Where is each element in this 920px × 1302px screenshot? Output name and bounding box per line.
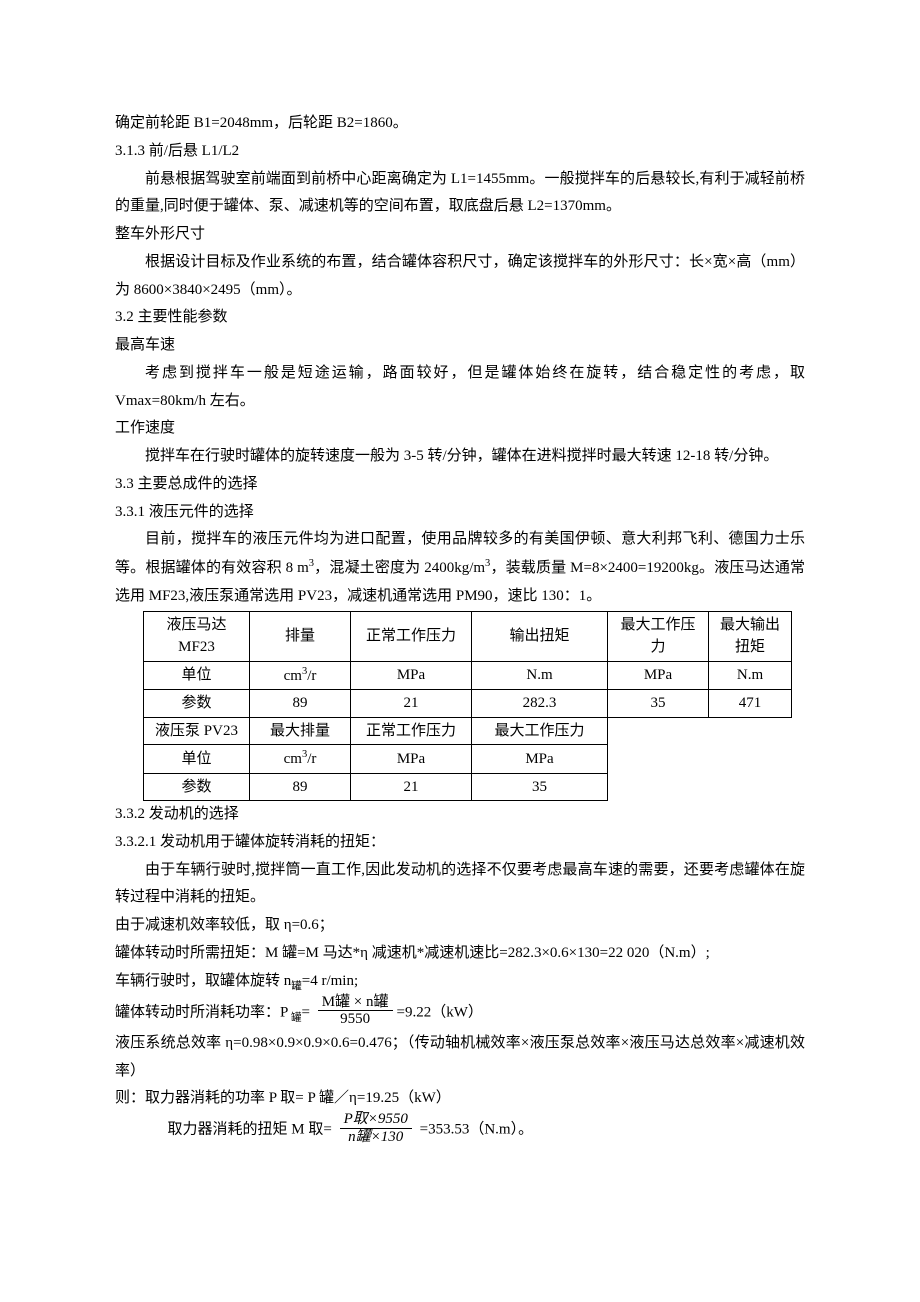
paragraph: 则：取力器消耗的功率 P 取= P 罐／η=19.25（kW）: [115, 1085, 805, 1113]
subheading-workspeed: 工作速度: [115, 415, 805, 443]
paragraph: 搅拌车在行驶时罐体的旋转速度一般为 3-5 转/分钟，罐体在进料搅拌时最大转速 …: [115, 443, 805, 471]
table-cell: 最大输出扭矩: [709, 611, 792, 661]
text: =353.53（N.m）。: [416, 1122, 533, 1138]
table-cell: 21: [351, 773, 472, 801]
table-cell: 最大排量: [250, 718, 351, 745]
table-cell: MPa: [351, 661, 472, 690]
fraction-numerator: M罐 × n罐: [318, 994, 393, 1012]
heading-32: 3.2 主要性能参数: [115, 304, 805, 332]
paragraph: 考虑到搅拌车一般是短途运输，路面较好，但是罐体始终在旋转，结合稳定性的考虑，取V…: [115, 360, 805, 416]
table-row: 液压泵 PV23 最大排量 正常工作压力 最大工作压力: [144, 718, 608, 745]
hydraulic-motor-table: 液压马达MF23 排量 正常工作压力 输出扭矩 最大工作压力 最大输出扭矩 单位…: [143, 611, 792, 718]
table-cell: 89: [250, 690, 351, 718]
paragraph: 罐体转动时所需扭矩：M 罐=M 马达*η 减速机*减速机速比=282.3×0.6…: [115, 940, 805, 968]
table-row: 参数 89 21 282.3 35 471: [144, 690, 792, 718]
text: =9.22（kW）: [397, 1004, 483, 1020]
table-cell: 21: [351, 690, 472, 718]
heading-33: 3.3 主要总成件的选择: [115, 471, 805, 499]
paragraph: 确定前轮距 B1=2048mm，后轮距 B2=1860。: [115, 110, 805, 138]
table-cell: 参数: [144, 690, 250, 718]
table-cell: 471: [709, 690, 792, 718]
paragraph: 由于减速机效率较低，取 η=0.6；: [115, 912, 805, 940]
table-cell: 液压泵 PV23: [144, 718, 250, 745]
table-cell: MPa: [351, 745, 472, 774]
text: =: [301, 1004, 309, 1020]
table-cell: N.m: [709, 661, 792, 690]
table-cell: 输出扭矩: [472, 611, 608, 661]
table-cell: 正常工作压力: [351, 611, 472, 661]
table-cell: 35: [472, 773, 608, 801]
table-row: 单位 cm3/r MPa MPa: [144, 745, 608, 774]
table-row: 液压马达MF23 排量 正常工作压力 输出扭矩 最大工作压力 最大输出扭矩: [144, 611, 792, 661]
paragraph: 液压系统总效率 η=0.98×0.9×0.9×0.6=0.476；（传动轴机械效…: [115, 1030, 805, 1086]
table-cell: 单位: [144, 745, 250, 774]
heading-313: 3.1.3 前/后悬 L1/L2: [115, 138, 805, 166]
table-cell: 液压马达MF23: [144, 611, 250, 661]
table-cell: MPa: [608, 661, 709, 690]
table-cell: cm3/r: [250, 745, 351, 774]
table-cell: 单位: [144, 661, 250, 690]
fraction-denominator: 9550: [318, 1011, 393, 1028]
heading-331: 3.3.1 液压元件的选择: [115, 499, 805, 527]
document-page: 确定前轮距 B1=2048mm，后轮距 B2=1860。 3.1.3 前/后悬 …: [0, 0, 920, 1207]
table-cell: 最大工作压力: [608, 611, 709, 661]
fraction-denominator: n罐×130: [340, 1129, 412, 1146]
subheading-maxspeed: 最高车速: [115, 332, 805, 360]
table-row: 单位 cm3/r MPa N.m MPa N.m: [144, 661, 792, 690]
paragraph: 罐体转动时所消耗功率：P 罐= M罐 × n罐 9550 =9.22（kW）: [115, 996, 805, 1030]
paragraph: 车辆行驶时，取罐体旋转 n罐=4 r/min;: [115, 968, 805, 996]
table-cell: 参数: [144, 773, 250, 801]
table-row: 参数 89 21 35: [144, 773, 608, 801]
table-cell: 最大工作压力: [472, 718, 608, 745]
subscript: 罐: [291, 981, 302, 992]
hydraulic-pump-table: 液压泵 PV23 最大排量 正常工作压力 最大工作压力 单位 cm3/r MPa…: [143, 718, 608, 802]
text: 罐体转动时所消耗功率：P: [115, 1004, 288, 1020]
subheading-dimensions: 整车外形尺寸: [115, 221, 805, 249]
fraction: P取×9550 n罐×130: [340, 1111, 412, 1145]
table-cell: 35: [608, 690, 709, 718]
subscript: 罐: [288, 1012, 301, 1023]
paragraph: 由于车辆行驶时,搅拌筒一直工作,因此发动机的选择不仅要考虑最高车速的需要，还要考…: [115, 857, 805, 913]
table-cell: 排量: [250, 611, 351, 661]
paragraph: 目前，搅拌车的液压元件均为进口配置，使用品牌较多的有美国伊顿、意大利邦飞利、德国…: [115, 526, 805, 610]
table-cell: 正常工作压力: [351, 718, 472, 745]
table-cell: cm3/r: [250, 661, 351, 690]
table-cell: 282.3: [472, 690, 608, 718]
table-cell: MPa: [472, 745, 608, 774]
table-cell: 89: [250, 773, 351, 801]
table-cell: N.m: [472, 661, 608, 690]
text: =4 r/min;: [302, 973, 358, 989]
text: ，混凝土密度为 2400kg/m: [314, 560, 485, 576]
paragraph: 取力器消耗的扭矩 M 取= P取×9550 n罐×130 =353.53（N.m…: [115, 1113, 805, 1147]
paragraph: 根据设计目标及作业系统的布置，结合罐体容积尺寸，确定该搅拌车的外形尺寸：长×宽×…: [115, 249, 805, 305]
paragraph: 前悬根据驾驶室前端面到前桥中心距离确定为 L1=1455mm。一般搅拌车的后悬较…: [115, 166, 805, 222]
text: 车辆行驶时，取罐体旋转 n: [115, 973, 291, 989]
heading-332: 3.3.2 发动机的选择: [115, 801, 805, 829]
fraction-numerator: P取×9550: [340, 1111, 412, 1129]
text: 取力器消耗的扭矩 M 取=: [168, 1122, 332, 1138]
fraction: M罐 × n罐 9550: [318, 994, 393, 1028]
heading-3321: 3.3.2.1 发动机用于罐体旋转消耗的扭矩：: [115, 829, 805, 857]
